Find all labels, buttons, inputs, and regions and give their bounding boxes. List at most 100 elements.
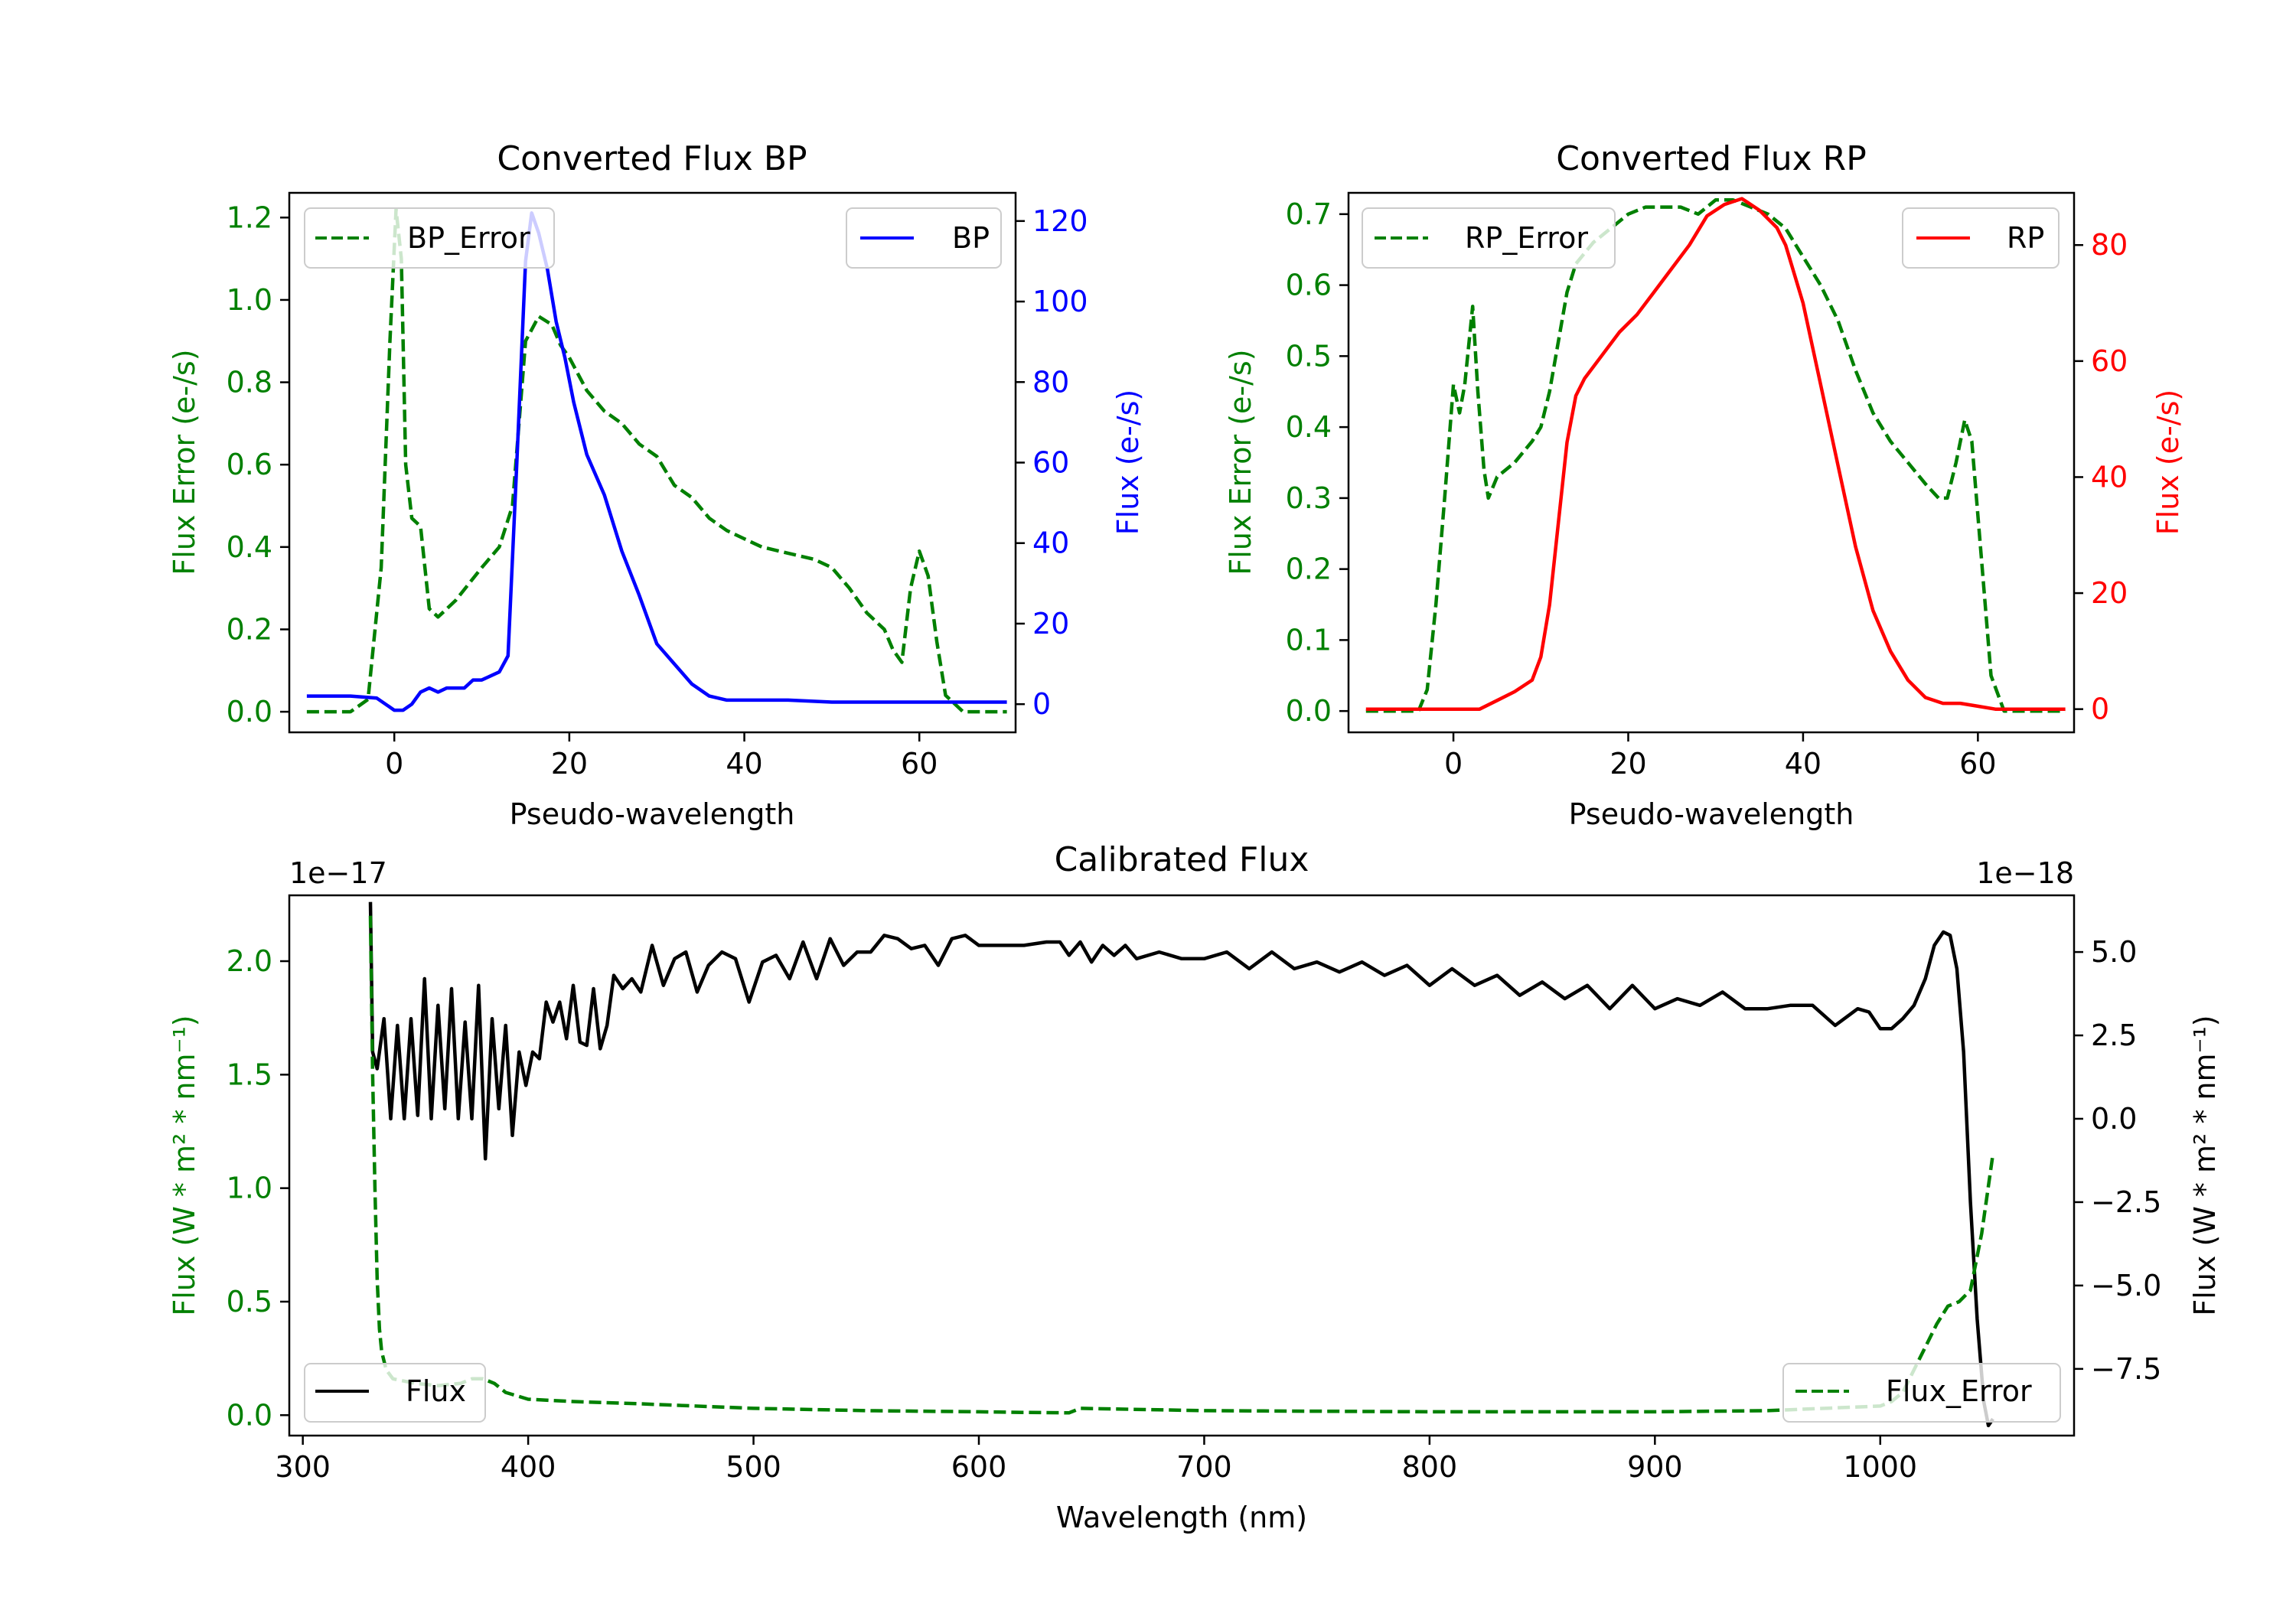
bp-legend-right: BP bbox=[846, 207, 1002, 269]
rp-x-ticks: 0 20 40 60 bbox=[1444, 732, 1997, 781]
bp-ylabel-right: Flux (e-/s) bbox=[1111, 390, 1145, 535]
cal-right-tick-label: −7.5 bbox=[2091, 1352, 2161, 1386]
cal-x-tick-label: 700 bbox=[1176, 1450, 1232, 1484]
rp-series-rp bbox=[1365, 197, 2066, 711]
cal-left-tick-label: 1.5 bbox=[227, 1058, 272, 1091]
cal-legend-left-label: Flux bbox=[406, 1374, 466, 1408]
cal-series-flux bbox=[368, 901, 1994, 1428]
bp-title: Converted Flux BP bbox=[497, 139, 807, 178]
rp-ylabel-left: Flux Error (e-/s) bbox=[1224, 349, 1257, 575]
rp-left-tick-label: 0.4 bbox=[1286, 410, 1332, 444]
rp-x-tick-label: 0 bbox=[1444, 747, 1463, 781]
cal-x-tick-label: 1000 bbox=[1843, 1450, 1917, 1484]
bp-legend-right-label: BP bbox=[952, 221, 990, 255]
bp-left-tick-label: 0.8 bbox=[227, 366, 272, 399]
cal-legend-right: Flux_Error bbox=[1782, 1363, 2061, 1423]
rp-axes-frame bbox=[1347, 191, 2076, 734]
cal-right-tick-label: 2.5 bbox=[2091, 1019, 2137, 1052]
bp-legend-right-box bbox=[846, 207, 1002, 269]
bp-right-tick-label: 100 bbox=[1032, 285, 1088, 318]
cal-ylabel-left: Flux (W * m² * nm⁻¹) bbox=[168, 1015, 201, 1315]
bp-legend-left-label: BP_Error bbox=[407, 221, 530, 255]
rp-xlabel: Pseudo-wavelength bbox=[1569, 797, 1854, 831]
cal-x-ticks: 300 400 500 600 700 800 900 1000 bbox=[275, 1436, 1917, 1484]
cal-x-tick-label: 400 bbox=[501, 1450, 556, 1484]
bp-left-tick-label: 1.2 bbox=[227, 200, 272, 234]
cal-left-tick-label: 0.0 bbox=[227, 1398, 272, 1432]
rp-left-tick-label: 0.2 bbox=[1286, 553, 1332, 586]
cal-axes-frame bbox=[288, 894, 2076, 1437]
bp-left-ticks: 0.0 0.2 0.4 0.6 0.8 1.0 1.2 bbox=[227, 200, 289, 729]
bp-right-tick-label: 0 bbox=[1032, 687, 1051, 721]
rp-left-tick-label: 0.5 bbox=[1286, 339, 1332, 373]
bp-right-ticks: 0 20 40 60 80 100 120 bbox=[1016, 204, 1088, 721]
bp-x-tick-label: 0 bbox=[385, 747, 403, 781]
rp-right-tick-label: 60 bbox=[2091, 344, 2128, 378]
rp-legend-left-box bbox=[1362, 207, 1616, 269]
rp-right-tick-label: 0 bbox=[2091, 693, 2109, 726]
bp-panel: Converted Flux BP 0 20 40 60 0.00.20.40.60.… bbox=[168, 139, 1145, 831]
bp-x-tick-label: 40 bbox=[726, 747, 762, 781]
rp-left-ticks: 0.0 0.1 0.2 0.3 0.4 0.5 0.6 0.7 bbox=[1286, 197, 1349, 728]
rp-title: Converted Flux RP bbox=[1556, 139, 1867, 178]
calibrated-panel: Calibrated Flux 1e−17 1e−18 300 400 500 600… bbox=[168, 840, 2222, 1534]
cal-left-tick-label: 2.0 bbox=[227, 944, 272, 978]
rp-left-tick-label: 0.7 bbox=[1286, 197, 1332, 231]
rp-left-tick-label: 0.3 bbox=[1286, 481, 1332, 515]
cal-legend-left-box bbox=[304, 1363, 486, 1423]
bp-x-tick-label: 60 bbox=[901, 747, 938, 781]
cal-legend-left: Flux bbox=[304, 1363, 486, 1423]
bp-x-tick-label: 20 bbox=[551, 747, 588, 781]
cal-legend-right-box bbox=[1782, 1363, 2061, 1423]
cal-offset-left: 1e−17 bbox=[289, 856, 387, 890]
cal-right-tick-label: −2.5 bbox=[2091, 1185, 2161, 1219]
bp-right-tick-label: 60 bbox=[1032, 446, 1069, 480]
rp-legend-right-label: RP bbox=[2007, 221, 2044, 255]
bp-left-tick-label: 1.0 bbox=[227, 283, 272, 317]
bp-legend-left-box bbox=[304, 207, 555, 269]
bp-axes-frame bbox=[288, 191, 1017, 734]
cal-title: Calibrated Flux bbox=[1055, 840, 1309, 879]
rp-legend-left: RP_Error bbox=[1362, 207, 1616, 269]
cal-x-tick-label: 800 bbox=[1402, 1450, 1458, 1484]
cal-x-tick-label: 900 bbox=[1627, 1450, 1683, 1484]
cal-x-tick-label: 600 bbox=[951, 1450, 1007, 1484]
rp-legend-left-label: RP_Error bbox=[1465, 221, 1588, 255]
cal-left-tick-label: 1.0 bbox=[227, 1172, 272, 1205]
rp-legend-right: RP bbox=[1902, 207, 2060, 269]
rp-x-tick-label: 40 bbox=[1785, 747, 1821, 781]
bp-right-tick-label: 120 bbox=[1032, 204, 1088, 238]
rp-right-ticks: 0 20 40 60 80 bbox=[2074, 228, 2128, 726]
rp-right-tick-label: 20 bbox=[2091, 576, 2128, 610]
cal-right-tick-label: 5.0 bbox=[2091, 935, 2137, 969]
cal-right-tick-label: 0.0 bbox=[2091, 1102, 2137, 1136]
cal-ylabel-right: Flux (W * m² * nm⁻¹) bbox=[2188, 1015, 2222, 1315]
bp-ylabel-left: Flux Error (e-/s) bbox=[168, 349, 201, 575]
bp-xlabel: Pseudo-wavelength bbox=[510, 797, 795, 831]
bp-legend-left: BP_Error bbox=[304, 207, 555, 269]
rp-left-tick-label: 0.0 bbox=[1286, 694, 1332, 728]
rp-series-rp-error bbox=[1365, 198, 2066, 713]
rp-x-tick-label: 20 bbox=[1609, 747, 1646, 781]
cal-right-tick-label: −5.0 bbox=[2091, 1269, 2161, 1302]
bp-right-tick-label: 80 bbox=[1032, 365, 1069, 399]
rp-left-tick-label: 0.6 bbox=[1286, 269, 1332, 302]
cal-x-tick-label: 300 bbox=[275, 1450, 331, 1484]
cal-legend-right-label: Flux_Error bbox=[1886, 1374, 2032, 1408]
bp-x-ticks: 0 20 40 60 bbox=[385, 732, 938, 781]
bp-left-tick-label: 0.2 bbox=[227, 612, 272, 646]
rp-ylabel-right: Flux (e-/s) bbox=[2151, 390, 2185, 535]
bp-right-tick-label: 20 bbox=[1032, 607, 1069, 641]
bp-left-tick-label: 0.4 bbox=[227, 530, 272, 564]
cal-left-ticks: 0.0 0.5 1.0 1.5 2.0 bbox=[227, 944, 289, 1432]
bp-right-tick-label: 40 bbox=[1032, 526, 1069, 560]
cal-offset-right: 1e−18 bbox=[1976, 856, 2074, 890]
cal-left-tick-label: 0.5 bbox=[227, 1285, 272, 1319]
rp-lines bbox=[1365, 197, 2066, 713]
rp-left-tick-label: 0.1 bbox=[1286, 623, 1332, 657]
bp-series-bp-error bbox=[306, 207, 1007, 714]
rp-panel: Converted Flux RP 0 20 40 60 0.00.10.20.30.… bbox=[1224, 139, 2185, 831]
rp-legend-right-box bbox=[1902, 207, 2060, 269]
rp-x-tick-label: 60 bbox=[1959, 747, 1996, 781]
